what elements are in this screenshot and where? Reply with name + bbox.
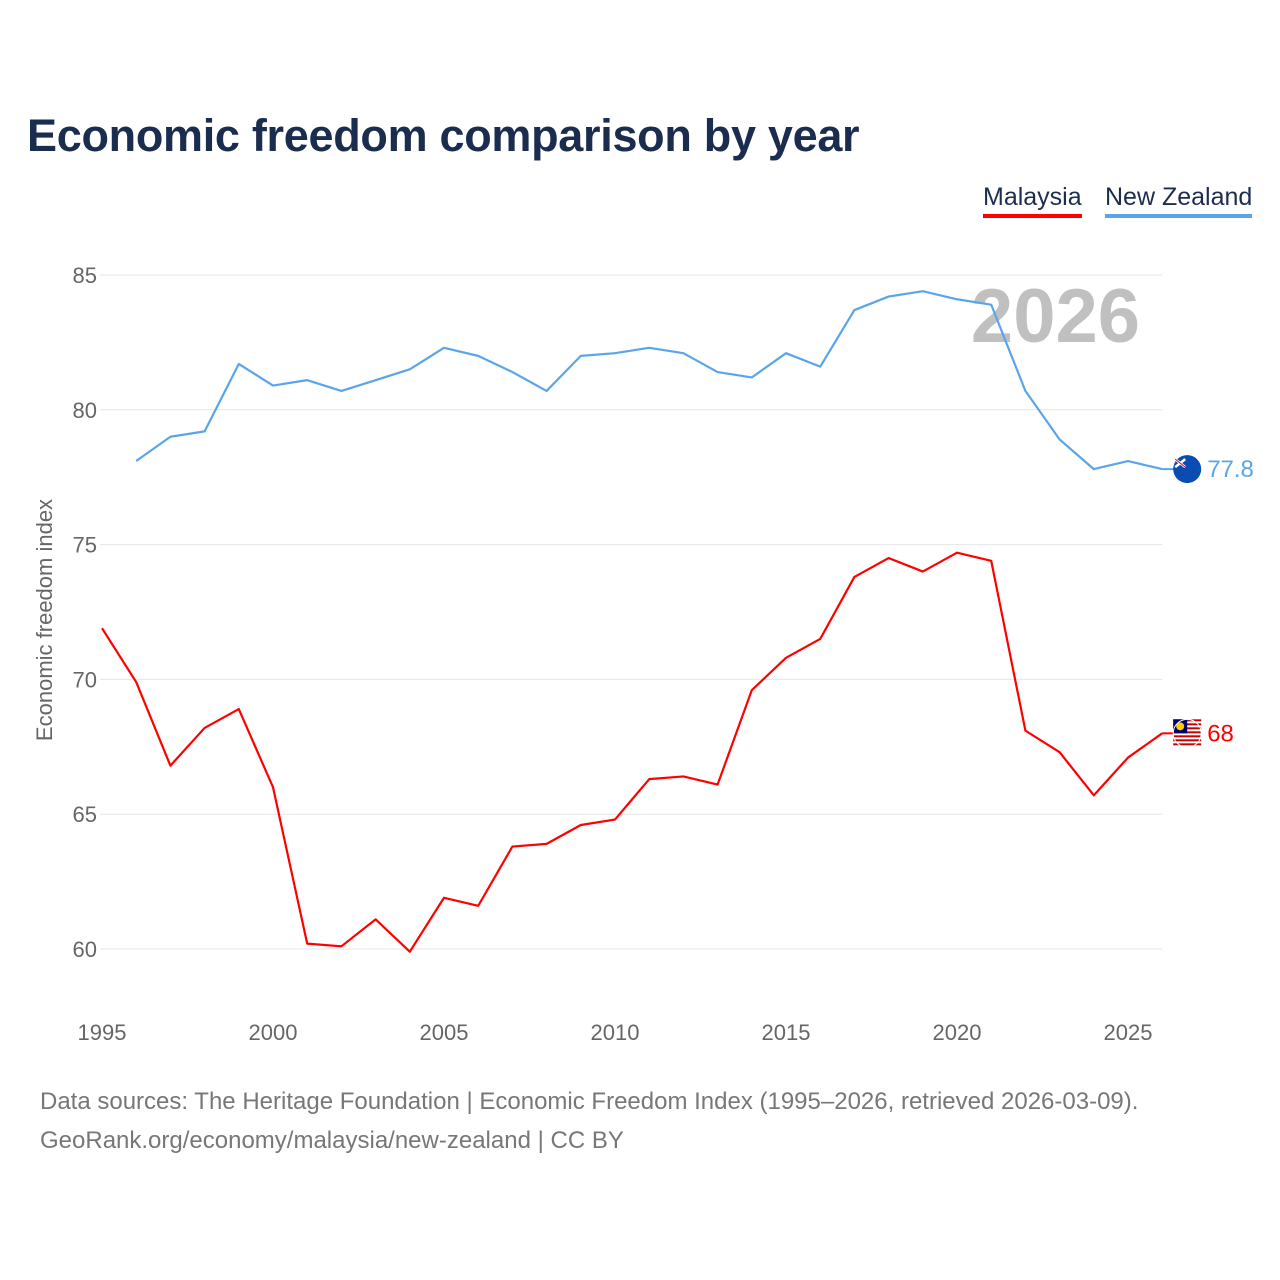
flag-stripe — [1173, 739, 1202, 742]
new-zealand-flag-icon — [1173, 455, 1202, 484]
y-tick-label: 70 — [73, 667, 97, 692]
x-tick-label: 2015 — [762, 1020, 811, 1045]
series-line-malaysia — [101, 551, 1163, 953]
x-tick-label: 2010 — [591, 1020, 640, 1045]
y-axis-label: Economic freedom index — [32, 499, 57, 741]
end-value-label: 68 — [1207, 720, 1234, 747]
flag-crescent — [1176, 722, 1185, 731]
x-tick-label: 2020 — [933, 1020, 982, 1045]
legend-malaysia[interactable]: Malaysia — [983, 183, 1082, 218]
y-tick-label: 75 — [73, 533, 97, 558]
legend-new-zealand[interactable]: New Zealand — [1105, 183, 1253, 218]
chart-title: Economic freedom comparison by year — [27, 110, 860, 161]
y-tick-label: 85 — [73, 263, 97, 288]
y-tick-label: 80 — [73, 398, 97, 423]
y-tick-label: 65 — [73, 802, 97, 827]
malaysia-flag-icon — [1172, 718, 1202, 748]
x-tick-label: 2025 — [1104, 1020, 1153, 1045]
flag-border — [1172, 718, 1202, 748]
year-watermark: 2026 — [971, 274, 1140, 359]
x-tick-label: 2000 — [249, 1020, 298, 1045]
flag-union-red — [1174, 458, 1186, 468]
data-source: Data sources: The Heritage Foundation | … — [40, 1088, 1139, 1115]
flag-stripe — [1173, 735, 1202, 738]
series-line-new-zealand — [135, 290, 1163, 471]
source-link[interactable]: GeoRank.org/economy/malaysia/new-zealand… — [40, 1127, 624, 1154]
flag-stripe — [1173, 743, 1202, 746]
end-value-label: 77.8 — [1207, 456, 1254, 483]
y-tick-label: 60 — [73, 937, 97, 962]
x-tick-label: 1995 — [78, 1020, 127, 1045]
x-tick-label: 2005 — [420, 1020, 469, 1045]
